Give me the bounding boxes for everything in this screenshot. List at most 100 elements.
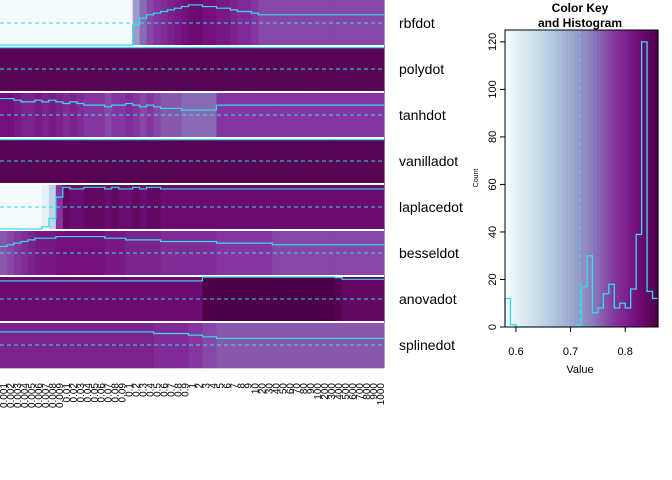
column-label: 0.9 [181, 383, 192, 397]
color-key-strip [558, 30, 563, 327]
column-labels: 0.0010.0020.0030.0040.0050.0060.0070.008… [0, 383, 387, 408]
y-tick-label: 0 [487, 324, 499, 330]
color-key-strip [646, 30, 651, 327]
color-key-strip [596, 30, 602, 327]
column-label: 800 [362, 383, 373, 400]
color-key-strip [615, 30, 621, 327]
color-key-strip [550, 30, 556, 327]
column-label: 0.03 [76, 383, 87, 403]
column-label: 0.3 [139, 383, 150, 397]
column-label: 300 [327, 383, 338, 400]
trace-line [0, 331, 384, 340]
color-key-x-axis-title: Value [566, 364, 593, 376]
row-label: anovadot [399, 291, 457, 307]
color-key-strip [581, 30, 586, 327]
color-key-y-axis-title: Count [473, 169, 480, 188]
column-label: 90 [306, 383, 317, 395]
column-label: 0.005 [27, 383, 38, 408]
color-key-subtitle: and Histogram [538, 16, 622, 30]
column-label: 900 [369, 383, 380, 400]
y-tick-label: 20 [487, 273, 499, 285]
color-key-strip [573, 30, 579, 327]
row-label: vanilladot [399, 153, 458, 169]
trace-line [0, 276, 384, 282]
row-label: besseldot [399, 245, 459, 261]
column-label: 400 [334, 383, 345, 400]
column-label: 0.1 [125, 383, 136, 397]
color-key-strip [592, 30, 598, 327]
column-label: 0.006 [34, 383, 45, 408]
trace-line [0, 235, 384, 248]
column-label: 9 [243, 383, 254, 389]
color-key-strip [505, 30, 510, 327]
column-label: 500 [341, 383, 352, 400]
column-label: 20 [257, 383, 268, 395]
color-key-strip [531, 30, 537, 327]
color-key-strip [623, 30, 628, 327]
column-label: 7 [229, 383, 240, 389]
column-label: 0.07 [104, 383, 115, 403]
column-label: 0.2 [132, 383, 143, 397]
color-key: 0 20 40 60 80 100 120 0.6 0.7 0.8 Color Key and H… [473, 1, 659, 376]
color-key-strip [570, 30, 575, 327]
column-label: 100 [313, 383, 324, 400]
column-label: 0.02 [69, 383, 80, 403]
x-tick-label: 0.8 [618, 346, 633, 358]
column-label: 0.003 [13, 383, 24, 408]
column-label: 8 [236, 383, 247, 389]
color-key-title: Color Key [552, 1, 609, 15]
column-label: 0.01 [62, 383, 73, 403]
column-label: 0.004 [20, 383, 31, 408]
column-label: 0.007 [41, 383, 52, 408]
column-label: 30 [264, 383, 275, 395]
column-label: 0.001 [0, 383, 10, 408]
column-label: 10 [250, 383, 261, 395]
color-key-strip [566, 30, 571, 327]
heatmap-traces [0, 4, 384, 346]
row-label: rbfdot [399, 15, 435, 31]
row-label: laplacedot [399, 199, 463, 215]
color-key-strip [539, 30, 544, 327]
color-key-strip [627, 30, 632, 327]
column-label: 6 [222, 383, 233, 389]
color-key-strip [535, 30, 541, 327]
color-key-strip [631, 30, 636, 327]
column-label: 0.05 [90, 383, 101, 403]
y-tick-label: 40 [487, 226, 499, 238]
column-label: 70 [292, 383, 303, 395]
color-key-strip [619, 30, 625, 327]
color-key-strip [554, 30, 560, 327]
row-labels: rbfdot polydot tanhdot vanilladot laplacedot… [399, 15, 463, 353]
row-label: splinedot [399, 337, 455, 353]
column-label: 60 [285, 383, 296, 395]
color-key-strip [612, 30, 617, 327]
column-label: 0.5 [153, 383, 164, 397]
column-label: 0.002 [6, 383, 17, 408]
color-key-gradient [505, 30, 659, 327]
column-label: 3 [201, 383, 212, 389]
column-label: 80 [299, 383, 310, 395]
column-label: 0.4 [146, 383, 157, 397]
column-label: 700 [355, 383, 366, 400]
trace-line [0, 186, 384, 230]
x-tick-label: 0.7 [563, 346, 578, 358]
column-label: 2 [194, 383, 205, 389]
column-label: 40 [271, 383, 282, 395]
column-label: 200 [320, 383, 331, 400]
color-key-strip [600, 30, 606, 327]
color-key-strip [608, 30, 613, 327]
color-key-strip [512, 30, 518, 327]
row-label: polydot [399, 61, 444, 77]
column-label: 0.06 [97, 383, 108, 403]
color-key-strip [604, 30, 609, 327]
color-key-strip [508, 30, 514, 327]
color-key-axes: 0 20 40 60 80 100 120 0.6 0.7 0.8 [487, 29, 659, 358]
y-tick-label: 60 [487, 178, 499, 190]
color-key-frame [504, 29, 659, 328]
column-label: 50 [278, 383, 289, 395]
column-label: 0.04 [83, 383, 94, 403]
column-label: 0.08 [111, 383, 122, 403]
color-key-strip [516, 30, 521, 327]
column-label: 1 [188, 383, 199, 389]
